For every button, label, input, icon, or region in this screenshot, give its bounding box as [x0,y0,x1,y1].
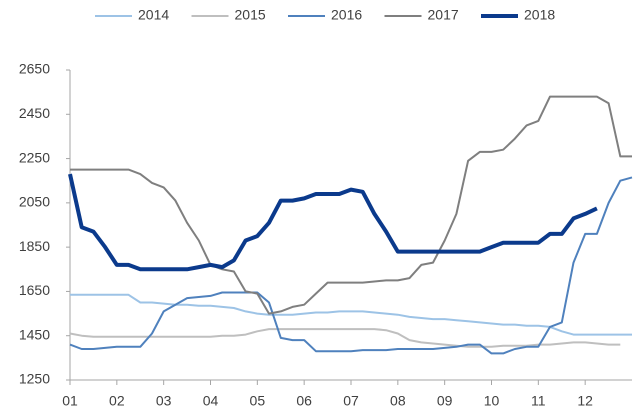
x-tick-label: 06 [296,393,312,409]
x-tick-label: 02 [109,393,125,409]
y-tick-label: 2450 [19,105,50,121]
x-tick-label: 09 [437,393,453,409]
legend-label: 2014 [138,7,169,23]
line [70,95,632,315]
x-tick-label: 08 [390,393,406,409]
x-tick-label: 04 [203,393,219,409]
x-tick-label: 12 [577,393,593,409]
line [70,293,632,336]
line [69,176,633,355]
y-tick-label: 2050 [19,194,50,210]
y-tick-label: 2650 [19,61,50,77]
line [68,173,598,272]
y-tick-label: 2250 [19,149,50,165]
y-tick-label: 1450 [19,326,50,342]
legend-label: 2018 [524,7,555,23]
x-tick-label: 07 [343,393,359,409]
legend-label: 2017 [428,7,459,23]
legend-label: 2016 [331,7,362,23]
x-tick-label: 11 [531,393,546,409]
y-tick-label: 1850 [19,238,50,254]
line [69,328,621,348]
y-tick-label: 1250 [19,371,50,387]
x-tick-label: 01 [62,393,78,409]
x-tick-label: 10 [484,393,500,409]
y-tick-label: 1650 [19,282,50,298]
x-tick-label: 05 [250,393,266,409]
legend-label: 2015 [235,7,266,23]
x-tick-label: 03 [156,393,172,409]
